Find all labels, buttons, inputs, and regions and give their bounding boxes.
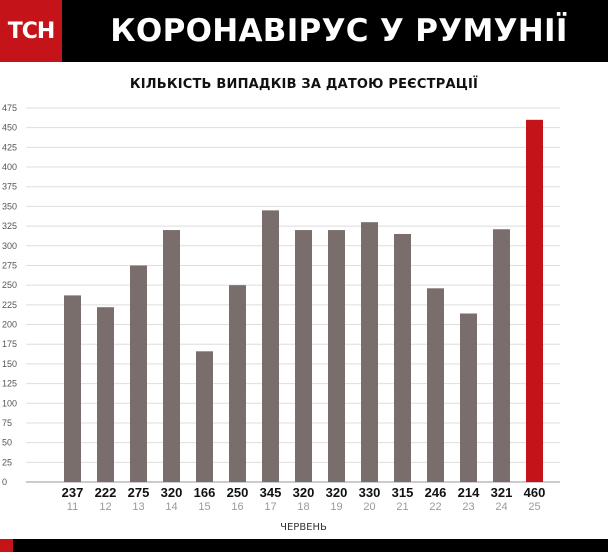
data-label: 222: [95, 485, 117, 500]
y-tick-label: 425: [2, 142, 17, 152]
bar: [196, 351, 213, 482]
y-tick-label: 325: [2, 221, 17, 231]
x-tick-label: 12: [99, 501, 111, 513]
bar: [229, 285, 246, 482]
x-tick-label: 21: [396, 501, 408, 513]
bar: [262, 210, 279, 482]
data-label: 237: [62, 485, 84, 500]
data-label: 321: [491, 485, 513, 500]
y-tick-label: 75: [2, 418, 12, 428]
y-tick-label: 25: [2, 457, 12, 467]
x-tick-label: 23: [462, 501, 474, 513]
x-tick-label: 15: [198, 501, 210, 513]
y-tick-label: 350: [2, 201, 17, 211]
y-tick-label: 400: [2, 162, 17, 172]
y-tick-label: 250: [2, 280, 17, 290]
bar: [64, 295, 81, 482]
bar: [295, 230, 312, 482]
y-tick-label: 0: [2, 477, 7, 487]
footer-bar: [0, 539, 608, 552]
data-label: 345: [260, 485, 282, 500]
y-tick-label: 275: [2, 260, 17, 270]
tsn-logo: TCH: [0, 0, 62, 62]
y-tick-label: 375: [2, 182, 17, 192]
bar: [526, 119, 543, 483]
x-tick-label: 18: [297, 501, 309, 513]
data-label: 166: [194, 485, 216, 500]
x-tick-label: 16: [231, 501, 243, 513]
bar: [328, 230, 345, 482]
bar: [163, 230, 180, 482]
data-label: 246: [425, 485, 447, 500]
data-label: 320: [293, 485, 315, 500]
data-label: 214: [458, 485, 480, 500]
logo-text: TCH: [7, 18, 56, 44]
x-tick-label: 11: [67, 501, 78, 513]
data-label: 320: [326, 485, 348, 500]
bar: [130, 265, 147, 482]
x-tick-label: 25: [528, 501, 540, 513]
x-tick-label: 14: [165, 501, 177, 513]
bar: [460, 313, 477, 482]
y-tick-label: 100: [2, 398, 17, 408]
data-label: 330: [359, 485, 381, 500]
data-label: 320: [161, 485, 183, 500]
y-tick-label: 475: [2, 103, 17, 113]
y-tick-label: 175: [2, 339, 17, 349]
y-tick-label: 50: [2, 438, 12, 448]
data-label: 250: [227, 485, 249, 500]
bar: [427, 288, 444, 482]
bar: [97, 307, 114, 482]
x-axis-label: ЧЕРВЕНЬ: [280, 522, 327, 533]
x-tick-label: 24: [495, 501, 507, 513]
y-tick-label: 200: [2, 320, 17, 330]
bar: [361, 222, 378, 482]
x-tick-label: 19: [330, 501, 342, 513]
page-title: КОРОНАВІРУС У РУМУНІЇ: [110, 13, 568, 49]
y-tick-label: 450: [2, 123, 17, 133]
data-label: 460: [524, 485, 546, 500]
x-tick-label: 20: [363, 501, 375, 513]
footer-accent: [0, 539, 13, 552]
x-tick-label: 17: [264, 501, 276, 513]
y-tick-label: 125: [2, 379, 17, 389]
y-tick-label: 300: [2, 241, 17, 251]
bar: [493, 229, 510, 482]
y-tick-label: 225: [2, 300, 17, 310]
data-label: 275: [128, 485, 150, 500]
x-tick-label: 22: [429, 501, 441, 513]
x-tick-label: 13: [132, 501, 144, 513]
chart-title: КІЛЬКІСТЬ ВИПАДКІВ ЗА ДАТОЮ РЕЄСТРАЦІЇ: [129, 77, 479, 92]
data-label: 315: [392, 485, 414, 500]
y-tick-label: 150: [2, 359, 17, 369]
bar: [394, 233, 411, 482]
header-bar: TCH КОРОНАВІРУС У РУМУНІЇ: [0, 0, 608, 62]
